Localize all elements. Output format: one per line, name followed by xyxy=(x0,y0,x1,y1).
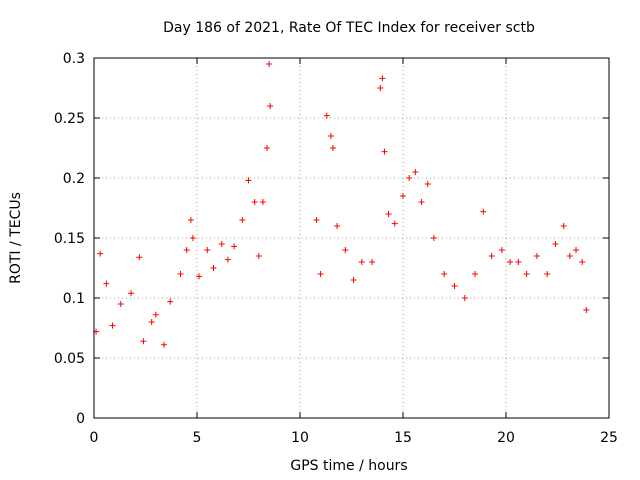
data-point xyxy=(350,277,357,283)
plot-frame xyxy=(93,57,610,419)
y-axis-label: ROTI / TECUs xyxy=(8,192,24,284)
data-point xyxy=(430,235,437,241)
x-tick-label: 15 xyxy=(394,430,412,446)
data-point xyxy=(573,247,580,253)
data-point xyxy=(128,290,135,297)
x-tick-label: 0 xyxy=(90,430,99,446)
data-point xyxy=(218,241,225,247)
data-point xyxy=(451,283,458,289)
data-point xyxy=(167,298,174,305)
data-point xyxy=(544,271,551,277)
data-point xyxy=(327,133,334,139)
y-tick-labels: 0 0.05 0.1 0.15 0.2 0.25 0.3 xyxy=(54,51,85,427)
x-tick-labels: 0 5 10 15 20 25 xyxy=(90,430,618,446)
data-point xyxy=(224,256,231,263)
data-point xyxy=(323,112,330,119)
x-tick-label: 5 xyxy=(193,430,202,446)
data-point xyxy=(334,223,341,229)
data-point xyxy=(97,250,104,257)
data-point xyxy=(267,103,274,109)
x-tick-label: 20 xyxy=(497,430,515,446)
data-point xyxy=(183,247,190,253)
data-point xyxy=(523,271,530,277)
data-point xyxy=(264,145,271,151)
y-tick-label: 0.3 xyxy=(63,51,85,67)
data-point xyxy=(239,217,246,223)
x-tick-label: 10 xyxy=(291,430,309,446)
data-point xyxy=(152,311,159,318)
data-point xyxy=(117,301,124,307)
data-point xyxy=(255,253,262,259)
x-tick-label: 25 xyxy=(600,430,618,446)
data-point xyxy=(317,271,324,277)
data-point xyxy=(418,199,425,205)
data-point xyxy=(251,199,258,205)
y-tick-label: 0.2 xyxy=(63,171,85,187)
data-point xyxy=(377,85,384,91)
data-point xyxy=(109,322,116,329)
data-point xyxy=(406,175,413,181)
data-point xyxy=(424,181,431,187)
data-points xyxy=(93,61,590,348)
y-tick-label: 0.25 xyxy=(54,111,85,127)
grid-lines xyxy=(94,58,609,418)
data-point xyxy=(379,75,386,82)
y-tick-label: 0.15 xyxy=(54,231,85,247)
data-point xyxy=(210,265,217,271)
data-point xyxy=(461,295,468,301)
data-point xyxy=(515,259,522,265)
data-point xyxy=(498,247,505,253)
data-point xyxy=(583,307,590,313)
data-point xyxy=(313,217,320,223)
data-point xyxy=(187,217,194,223)
data-point xyxy=(196,273,203,280)
data-point xyxy=(560,223,567,229)
data-point xyxy=(579,259,586,265)
data-point xyxy=(342,247,349,253)
data-point xyxy=(358,259,365,265)
data-point xyxy=(441,271,448,277)
data-point xyxy=(177,271,184,277)
data-point xyxy=(189,235,196,241)
data-point xyxy=(533,253,540,259)
data-point xyxy=(148,319,155,325)
data-point xyxy=(245,177,252,184)
y-tick-label: 0.1 xyxy=(63,291,85,307)
data-point xyxy=(136,254,143,261)
data-point xyxy=(480,208,487,215)
data-point xyxy=(412,169,419,175)
x-axis-label: GPS time / hours xyxy=(290,458,407,474)
data-point xyxy=(369,259,376,265)
y-tick-label: 0 xyxy=(76,411,85,427)
data-point xyxy=(507,259,514,265)
chart-title: Day 186 of 2021, Rate Of TEC Index for r… xyxy=(163,20,535,36)
data-point xyxy=(266,61,273,67)
data-point xyxy=(566,253,573,259)
data-point xyxy=(400,193,406,199)
data-point xyxy=(381,148,388,155)
data-point xyxy=(488,253,495,259)
data-point xyxy=(259,199,266,205)
data-point xyxy=(385,211,392,217)
axis-ticks xyxy=(93,57,610,419)
data-point xyxy=(472,271,479,277)
data-point xyxy=(231,243,238,250)
data-point xyxy=(204,247,211,253)
data-point xyxy=(391,220,398,227)
data-point xyxy=(329,145,336,151)
data-point xyxy=(552,241,559,247)
data-point xyxy=(140,338,147,345)
y-tick-label: 0.05 xyxy=(54,351,85,367)
data-point xyxy=(103,280,110,287)
data-point xyxy=(161,341,168,348)
